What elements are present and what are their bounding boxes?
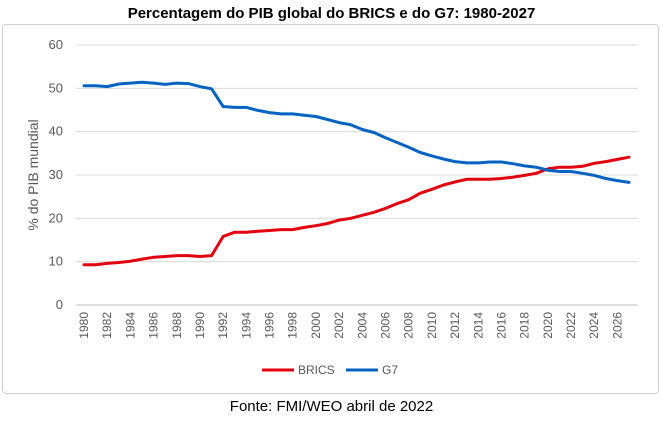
x-tick-label: 1982 [100, 312, 114, 339]
legend-label-g7: G7 [382, 363, 398, 377]
y-tick-label: 0 [56, 297, 63, 312]
x-tick-label: 1994 [239, 312, 253, 339]
x-tick-label: 1998 [286, 312, 300, 339]
x-tick-label: 1988 [170, 312, 184, 339]
series-line-brics [82, 155, 631, 267]
x-tick-label: 1980 [77, 312, 91, 339]
y-axis-ticks: 0 10 20 30 40 50 60 [49, 37, 63, 312]
y-axis-label: % do PIB mundial [25, 119, 41, 230]
y-tick-label: 20 [49, 210, 63, 225]
x-tick-label: 2016 [494, 312, 508, 339]
x-tick-label: 1992 [216, 312, 230, 339]
y-tick-label: 40 [49, 124, 63, 139]
y-tick-label: 60 [49, 37, 63, 52]
x-tick-label: 2002 [332, 312, 346, 339]
x-tick-label: 2010 [425, 312, 439, 339]
legend-label-brics: BRICS [298, 363, 335, 377]
x-tick-label: 2024 [587, 312, 601, 339]
x-tick-label: 2000 [309, 312, 323, 339]
x-tick-label: 2008 [402, 312, 416, 339]
x-tick-label: 2020 [541, 312, 555, 339]
x-tick-label: 1984 [123, 312, 137, 339]
series-lines [82, 80, 631, 267]
chart-title: Percentagem do PIB global do BRICS e do … [127, 5, 536, 22]
series-line-g7 [82, 80, 631, 184]
x-tick-label: 2018 [518, 312, 532, 339]
x-tick-label: 2012 [448, 312, 462, 339]
x-tick-label: 1986 [147, 312, 161, 339]
x-tick-label: 2014 [471, 312, 485, 339]
x-axis-ticks: 1980 1982 1984 1986 1988 1990 1992 1994 1996 1998… [77, 312, 624, 339]
legend: BRICS G7 [262, 363, 398, 377]
x-tick-label: 2006 [378, 312, 392, 339]
y-tick-label: 50 [49, 80, 63, 95]
x-tick-label: 1990 [193, 312, 207, 339]
x-tick-label: 2022 [564, 312, 578, 339]
x-tick-label: 1996 [263, 312, 277, 339]
x-tick-label: 2004 [355, 312, 369, 339]
source-note: Fonte: FMI/WEO abril de 2022 [229, 398, 434, 415]
gridlines [76, 44, 638, 306]
x-tick-label: 2026 [610, 312, 624, 339]
y-tick-label: 30 [49, 167, 63, 182]
y-tick-label: 10 [49, 254, 63, 269]
